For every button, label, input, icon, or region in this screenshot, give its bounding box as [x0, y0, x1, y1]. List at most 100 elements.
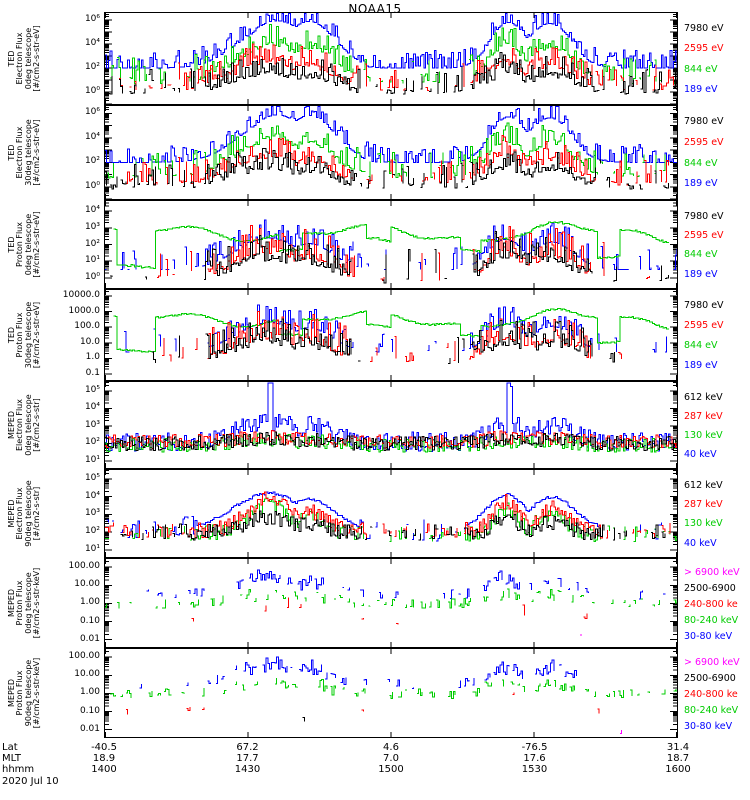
y-tick-label: 10⁶ — [84, 14, 100, 25]
y-tick-label: 10¹ — [84, 255, 100, 266]
panel-axis-title-ted-electron-0deg: TED Electron Flux 0deg telescope [#/cm2-s-s… — [7, 12, 101, 105]
legend-entry: 7980 eV — [684, 210, 724, 222]
legend-entry: 40 keV — [684, 537, 717, 549]
legend-entry: > 6900 keV — [684, 656, 740, 668]
y-tick-label: 100.00 — [68, 561, 101, 572]
legend-entry: 30-80 keV — [684, 631, 733, 643]
x-tick-time: 1430 — [234, 764, 261, 775]
panel-meped-proton-90deg — [104, 648, 678, 738]
axis-title-line: [#/cm2-s-str-eV] — [32, 301, 42, 369]
legend-entry: 240-800 ke — [684, 598, 738, 610]
y-tick-label: 100.00 — [68, 651, 101, 662]
x-tick-time: 1400 — [91, 764, 117, 775]
y-tick-label: 10² — [84, 238, 100, 249]
legend-entry: > 6900 keV — [684, 566, 740, 578]
panel-axis-title-meped-proton-0deg: MEPED Proton Flux 0deg telescope [#/cm2-s-s… — [7, 558, 98, 648]
y-tick-label: 10² — [84, 437, 100, 448]
legend-entry: 2595 eV — [684, 229, 724, 241]
panel-axis-title-meped-electron-90deg: MEPED Electron Flux 90deg telescope [#/cm2-… — [7, 469, 97, 558]
panel-ted-electron-0deg — [104, 12, 678, 105]
axis-title-line: [#/cm2-s-str-eV] — [32, 25, 42, 92]
legend-entry: 189 eV — [684, 178, 718, 190]
x-tick-lat: 67.2 — [236, 742, 259, 753]
y-tick-label: 10⁴ — [84, 205, 100, 216]
legend-entry: 844 eV — [684, 63, 718, 75]
axis-title-line: [#/cm2-s-str] — [32, 398, 42, 452]
y-tick-label: 10⁶ — [84, 107, 100, 118]
y-tick-label: 10⁰ — [84, 86, 100, 97]
panel-axis-title-meped-electron-0deg: MEPED Electron Flux 0deg telescope [#/cm2-s… — [7, 381, 96, 469]
y-tick-label: 10.00 — [74, 669, 100, 680]
legend-entry: 612 keV — [684, 391, 723, 403]
legend-entry: 130 keV — [684, 429, 723, 441]
legend-entry: 2595 eV — [684, 43, 724, 55]
y-tick-label: 10⁵ — [84, 472, 100, 483]
x-tick-mlt: 18.7 — [666, 753, 690, 764]
y-tick-label: 10⁰ — [84, 180, 100, 191]
x-tick-lat: 4.6 — [383, 742, 399, 753]
axis-title-line: [#/cm2-s-str] — [32, 486, 42, 541]
x-tick-lat: -40.5 — [91, 742, 117, 753]
panel-ted-proton-0deg — [104, 200, 678, 289]
panel-axis-title-ted-proton-30deg: TED Proton Flux 30deg telescope [#/cm2-s-st… — [7, 289, 100, 381]
y-tick-label: 10³ — [84, 221, 100, 232]
y-tick-label: 10⁰ — [84, 271, 100, 282]
legend-entry: 7980 eV — [684, 23, 724, 35]
x-axis-row-label-mlt: MLT — [2, 753, 21, 764]
x-tick-time: 1600 — [665, 764, 691, 775]
panel-axis-title-ted-proton-0deg: TED Proton Flux 0deg telescope [#/cm2-s-str… — [7, 200, 97, 289]
y-tick-label: 1.00 — [79, 687, 100, 698]
x-axis-row-label-lat: Lat — [2, 742, 18, 753]
y-tick-label: 10² — [84, 526, 100, 537]
y-tick-label: 1.00 — [79, 597, 100, 608]
x-tick-time: 1530 — [521, 764, 548, 775]
legend-entry: 7980 eV — [684, 116, 724, 128]
legend-entry: 612 keV — [684, 479, 723, 491]
x-tick-mlt: 18.9 — [92, 753, 116, 764]
y-tick-label: 0.10 — [79, 615, 100, 626]
panel-meped-electron-0deg — [104, 381, 678, 469]
legend-entry: 80-240 keV — [684, 705, 739, 717]
panel-ted-electron-30deg — [104, 105, 678, 200]
legend-entry: 287 keV — [684, 410, 723, 422]
y-tick-label: 10⁴ — [84, 131, 100, 142]
x-tick-lat: 31.4 — [666, 742, 690, 753]
panel-axis-title-meped-proton-90deg: MEPED Proton Flux 90deg telescope [#/cm2-s-… — [7, 648, 98, 738]
x-tick-mlt: 17.7 — [236, 753, 259, 764]
axis-title-line: [#/cm2-s-str-eV] — [32, 119, 42, 186]
y-tick-label: 10² — [84, 156, 100, 167]
y-tick-label: 1.0 — [85, 352, 100, 363]
legend-entry: 7980 eV — [684, 300, 724, 311]
y-tick-label: 0.01 — [79, 633, 100, 644]
y-tick-label: 10000.0 — [62, 290, 100, 301]
y-tick-label: 10² — [84, 62, 100, 73]
legend-entry: 189 eV — [684, 360, 718, 371]
legend-entry: 30-80 keV — [684, 721, 733, 733]
legend-entry: 2595 eV — [684, 137, 724, 148]
legend-entry: 2595 eV — [684, 320, 724, 331]
panel-axis-title-ted-electron-30deg: TED Electron Flux 30deg telescope [#/cm2-s-… — [7, 105, 103, 200]
y-tick-label: 10.0 — [79, 336, 100, 347]
y-tick-label: 10⁴ — [84, 402, 100, 413]
panel-ted-proton-30deg — [104, 289, 678, 381]
y-tick-label: 10¹ — [84, 543, 100, 554]
x-tick-mlt: 17.6 — [523, 753, 546, 764]
legend-entry: 240-800 ke — [684, 688, 738, 700]
y-tick-label: 10¹ — [84, 454, 100, 465]
date-label: 2020 Jul 10 — [2, 776, 59, 787]
y-tick-label: 10³ — [84, 508, 100, 519]
legend-entry: 80-240 keV — [684, 615, 739, 627]
y-tick-label: 0.10 — [79, 705, 100, 716]
y-tick-label: 10⁴ — [84, 490, 100, 501]
y-tick-label: 10.00 — [74, 579, 100, 590]
legend-entry: 844 eV — [684, 157, 718, 169]
legend-entry: 40 keV — [684, 448, 717, 460]
x-axis-row-label-time: hhmm — [2, 764, 35, 775]
x-tick-mlt: 7.0 — [383, 753, 399, 764]
axis-title-line: [#/cm2-s-str-keV] — [32, 657, 42, 729]
legend-entry: 2500-6900 — [684, 672, 736, 684]
y-tick-label: 10⁵ — [84, 384, 100, 395]
legend-entry: 189 eV — [684, 268, 718, 280]
y-tick-label: 10⁴ — [84, 38, 100, 49]
